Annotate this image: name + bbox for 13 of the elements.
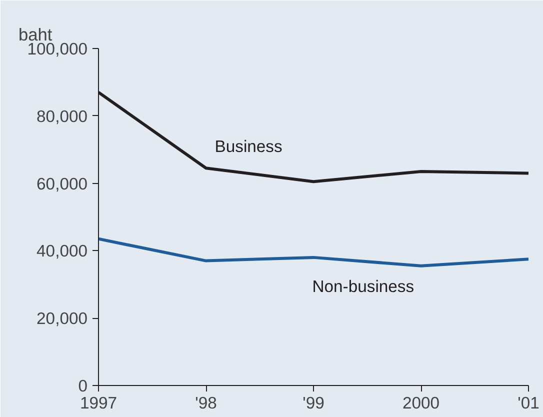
x-tick-label: '99 bbox=[302, 394, 324, 412]
x-tick-label: '01 bbox=[518, 394, 540, 412]
series-label: Business bbox=[214, 137, 282, 156]
x-tick-label: '98 bbox=[195, 394, 217, 412]
y-tick-label: 60,000 bbox=[36, 174, 88, 194]
line-series bbox=[98, 237, 528, 268]
y-tick-label: 80,000 bbox=[36, 106, 88, 126]
y-tick-label: 20,000 bbox=[36, 309, 88, 328]
x-tick-label: 1997 bbox=[80, 394, 118, 412]
y-tick-label: 40,000 bbox=[36, 242, 88, 261]
series-label: Non-business bbox=[312, 276, 414, 296]
y-tick-label: 0 bbox=[78, 376, 88, 396]
x-tick-label: 2000 bbox=[402, 394, 440, 412]
